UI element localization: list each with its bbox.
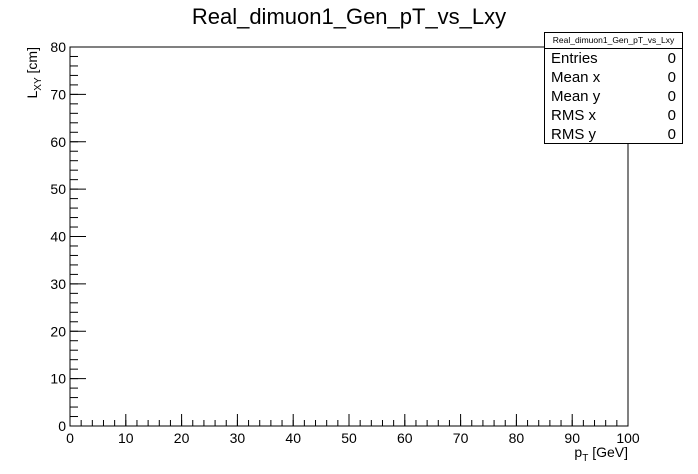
y-tick-label: 10	[50, 371, 66, 387]
y-tick-label: 30	[50, 276, 66, 292]
chart-title: Real_dimuon1_Gen_pT_vs_Lxy	[192, 4, 506, 29]
x-tick-label: 70	[453, 430, 469, 446]
x-axis-label-main: p	[574, 444, 582, 460]
x-tick-label: 80	[509, 430, 525, 446]
stats-row-mean-x: Mean x 0	[545, 68, 682, 87]
y-axis-label-sub: XY	[33, 77, 44, 91]
stats-box: Real_dimuon1_Gen_pT_vs_Lxy Entries 0 Mea…	[544, 32, 683, 144]
x-tick-label: 40	[285, 430, 301, 446]
x-tick-label: 20	[174, 430, 190, 446]
stats-label: RMS y	[551, 126, 596, 143]
x-tick-label: 90	[564, 430, 580, 446]
y-axis-label-main: L	[24, 90, 40, 98]
x-axis-label-rest: [GeV]	[588, 444, 628, 460]
stats-label: Entries	[551, 50, 598, 67]
x-tick-label: 100	[616, 430, 640, 446]
y-tick-label: 20	[50, 323, 66, 339]
y-axis-label: LXY [cm]	[24, 47, 44, 98]
stats-value: 0	[667, 107, 676, 124]
x-tick-label: 0	[66, 430, 74, 446]
y-tick-label: 50	[50, 181, 66, 197]
x-tick-label: 30	[230, 430, 246, 446]
stats-box-title: Real_dimuon1_Gen_pT_vs_Lxy	[545, 33, 682, 49]
x-tick-label: 60	[397, 430, 413, 446]
y-tick-label: 80	[50, 39, 66, 55]
stats-value: 0	[667, 126, 676, 143]
stats-label: RMS x	[551, 107, 596, 124]
y-tick-label: 0	[58, 418, 66, 434]
stats-row-mean-y: Mean y 0	[545, 87, 682, 106]
x-tick-label: 50	[341, 430, 357, 446]
stats-value: 0	[667, 69, 676, 86]
stats-row-rms-x: RMS x 0	[545, 106, 682, 125]
x-tick-label: 10	[118, 430, 134, 446]
stats-label: Mean y	[551, 88, 601, 105]
y-tick-label: 40	[50, 229, 66, 245]
x-axis-label-sub: T	[582, 453, 588, 464]
y-axis: 0 10 20 30 40 50 60 70 80	[50, 39, 86, 434]
y-axis-label-rest: [cm]	[24, 47, 40, 77]
stats-label: Mean x	[551, 69, 601, 86]
y-tick-label: 70	[50, 86, 66, 102]
stats-row-rms-y: RMS y 0	[545, 125, 682, 144]
stats-value: 0	[667, 88, 676, 105]
stats-row-entries: Entries 0	[545, 49, 682, 68]
y-tick-label: 60	[50, 134, 66, 150]
x-axis: 0 10 20 30 40 50 60 70 80 90 100	[66, 414, 640, 446]
x-axis-label: pT [GeV]	[574, 444, 628, 464]
stats-value: 0	[667, 50, 676, 67]
